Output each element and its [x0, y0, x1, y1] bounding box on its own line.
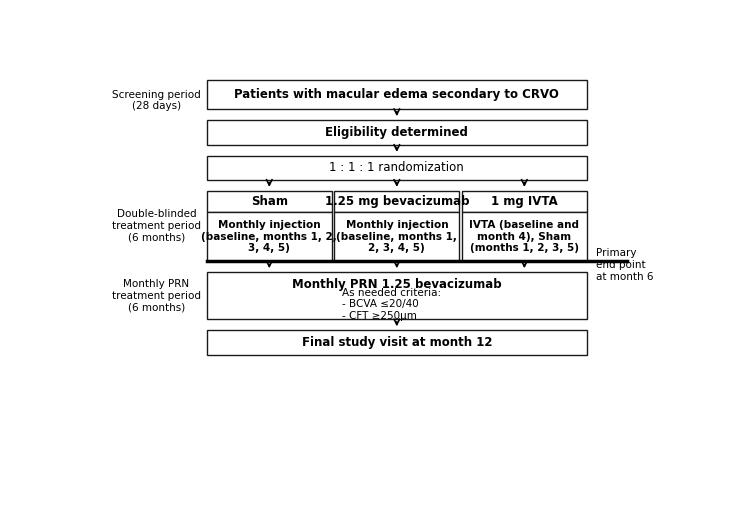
- FancyBboxPatch shape: [207, 120, 587, 145]
- FancyBboxPatch shape: [334, 191, 460, 212]
- Text: Monthly injection
(baseline, months 1,
2, 3, 4, 5): Monthly injection (baseline, months 1, 2…: [337, 220, 458, 253]
- Text: Patients with macular edema secondary to CRVO: Patients with macular edema secondary to…: [235, 88, 559, 101]
- FancyBboxPatch shape: [207, 191, 332, 212]
- Text: 1 : 1 : 1 randomization: 1 : 1 : 1 randomization: [329, 162, 464, 174]
- Text: Primary
end point
at month 6: Primary end point at month 6: [596, 248, 653, 281]
- Text: As needed criteria:
- BCVA ≤20/40
- CFT ≥250μm: As needed criteria: - BCVA ≤20/40 - CFT …: [342, 288, 441, 320]
- FancyBboxPatch shape: [207, 212, 332, 261]
- FancyBboxPatch shape: [207, 272, 587, 319]
- Text: 1 mg IVTA: 1 mg IVTA: [491, 195, 558, 208]
- FancyBboxPatch shape: [207, 156, 587, 180]
- Text: Monthly injection
(baseline, months 1, 2,
3, 4, 5): Monthly injection (baseline, months 1, 2…: [201, 220, 337, 253]
- Text: Monthly PRN 1.25 bevacizumab: Monthly PRN 1.25 bevacizumab: [292, 278, 502, 291]
- Text: Screening period
(28 days): Screening period (28 days): [112, 90, 201, 111]
- Text: Sham: Sham: [251, 195, 288, 208]
- Text: IVTA (baseline and
month 4), Sham
(months 1, 2, 3, 5): IVTA (baseline and month 4), Sham (month…: [469, 220, 579, 253]
- Text: Double-blinded
treatment period
(6 months): Double-blinded treatment period (6 month…: [112, 210, 201, 242]
- FancyBboxPatch shape: [462, 212, 587, 261]
- Text: 1.25 mg bevacizumab: 1.25 mg bevacizumab: [325, 195, 469, 208]
- FancyBboxPatch shape: [207, 80, 587, 109]
- FancyBboxPatch shape: [462, 191, 587, 212]
- FancyBboxPatch shape: [207, 331, 587, 355]
- FancyBboxPatch shape: [334, 212, 460, 261]
- Text: Monthly PRN
treatment period
(6 months): Monthly PRN treatment period (6 months): [112, 279, 201, 312]
- Text: Eligibility determined: Eligibility determined: [325, 126, 468, 139]
- Text: Final study visit at month 12: Final study visit at month 12: [302, 336, 492, 349]
